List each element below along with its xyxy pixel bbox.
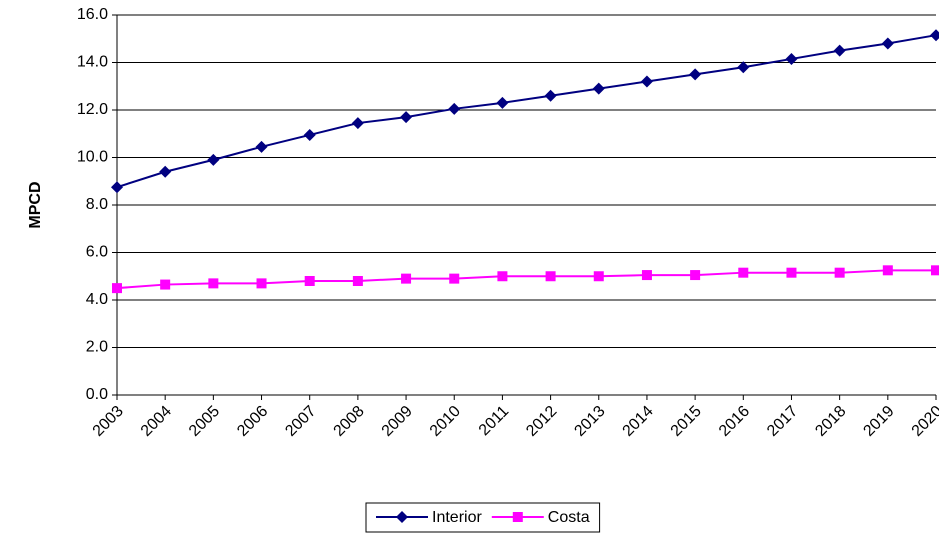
- y-axis-label: MPCD: [27, 181, 44, 228]
- marker: [512, 512, 523, 522]
- x-tick-label: 2012: [523, 403, 560, 440]
- legend: Interior Costa: [365, 502, 601, 533]
- y-tick-label: 16.0: [77, 6, 108, 23]
- x-tick-label: 2006: [234, 403, 271, 440]
- marker: [449, 273, 460, 284]
- marker: [208, 278, 219, 289]
- marker: [640, 75, 653, 88]
- x-tick-label: 2016: [716, 403, 753, 440]
- marker: [401, 273, 412, 284]
- x-tick-label: 2005: [186, 403, 223, 440]
- marker: [351, 117, 364, 130]
- x-tick-label: 2008: [331, 403, 368, 440]
- x-tick-label: 2004: [138, 403, 175, 440]
- marker: [931, 265, 939, 276]
- marker: [785, 52, 798, 65]
- marker: [207, 153, 220, 166]
- legend-label: Interior: [432, 509, 482, 526]
- legend-label: Costa: [548, 509, 590, 526]
- marker: [111, 181, 123, 194]
- marker: [400, 111, 413, 124]
- x-tick-label: 2003: [90, 403, 127, 440]
- marker: [882, 265, 893, 276]
- marker: [738, 267, 749, 278]
- marker: [255, 140, 268, 153]
- marker: [352, 276, 363, 286]
- y-tick-label: 4.0: [86, 291, 108, 308]
- x-tick-label: 2014: [620, 403, 657, 440]
- marker: [641, 270, 652, 281]
- y-tick-label: 12.0: [77, 101, 108, 118]
- x-tick-label: 2007: [282, 403, 319, 440]
- y-tick-label: 14.0: [77, 54, 108, 71]
- marker: [881, 37, 894, 50]
- x-tick-label: 2019: [860, 403, 897, 440]
- marker: [593, 271, 604, 282]
- marker: [833, 44, 846, 57]
- y-tick-label: 0.0: [86, 386, 108, 403]
- y-tick-label: 2.0: [86, 339, 108, 356]
- series-line: [116, 269, 936, 290]
- marker: [544, 89, 557, 102]
- marker: [159, 165, 172, 178]
- marker: [737, 61, 750, 74]
- marker: [545, 271, 556, 282]
- marker: [304, 276, 315, 286]
- marker: [256, 278, 267, 289]
- marker: [396, 511, 408, 523]
- x-tick-label: 2020: [909, 403, 939, 440]
- x-tick-label: 2009: [379, 403, 416, 440]
- x-tick-label: 2017: [764, 403, 801, 440]
- x-tick-label: 2018: [812, 403, 849, 440]
- marker: [592, 82, 605, 95]
- x-tick-label: 2010: [427, 403, 464, 440]
- x-tick-label: 2013: [571, 403, 608, 440]
- x-tick-label: 2011: [476, 403, 512, 439]
- y-tick-label: 6.0: [86, 244, 108, 261]
- marker: [786, 267, 797, 278]
- y-tick-label: 10.0: [77, 149, 108, 166]
- marker: [689, 68, 702, 81]
- y-tick-label: 8.0: [86, 196, 108, 213]
- x-tick-label: 2015: [668, 403, 705, 440]
- marker: [930, 29, 939, 42]
- series-line: [116, 34, 937, 189]
- marker: [112, 283, 122, 294]
- marker: [690, 270, 701, 281]
- marker: [834, 267, 845, 278]
- marker: [496, 96, 509, 109]
- marker: [160, 279, 171, 290]
- marker: [448, 102, 461, 115]
- marker: [303, 128, 316, 141]
- marker: [497, 271, 508, 282]
